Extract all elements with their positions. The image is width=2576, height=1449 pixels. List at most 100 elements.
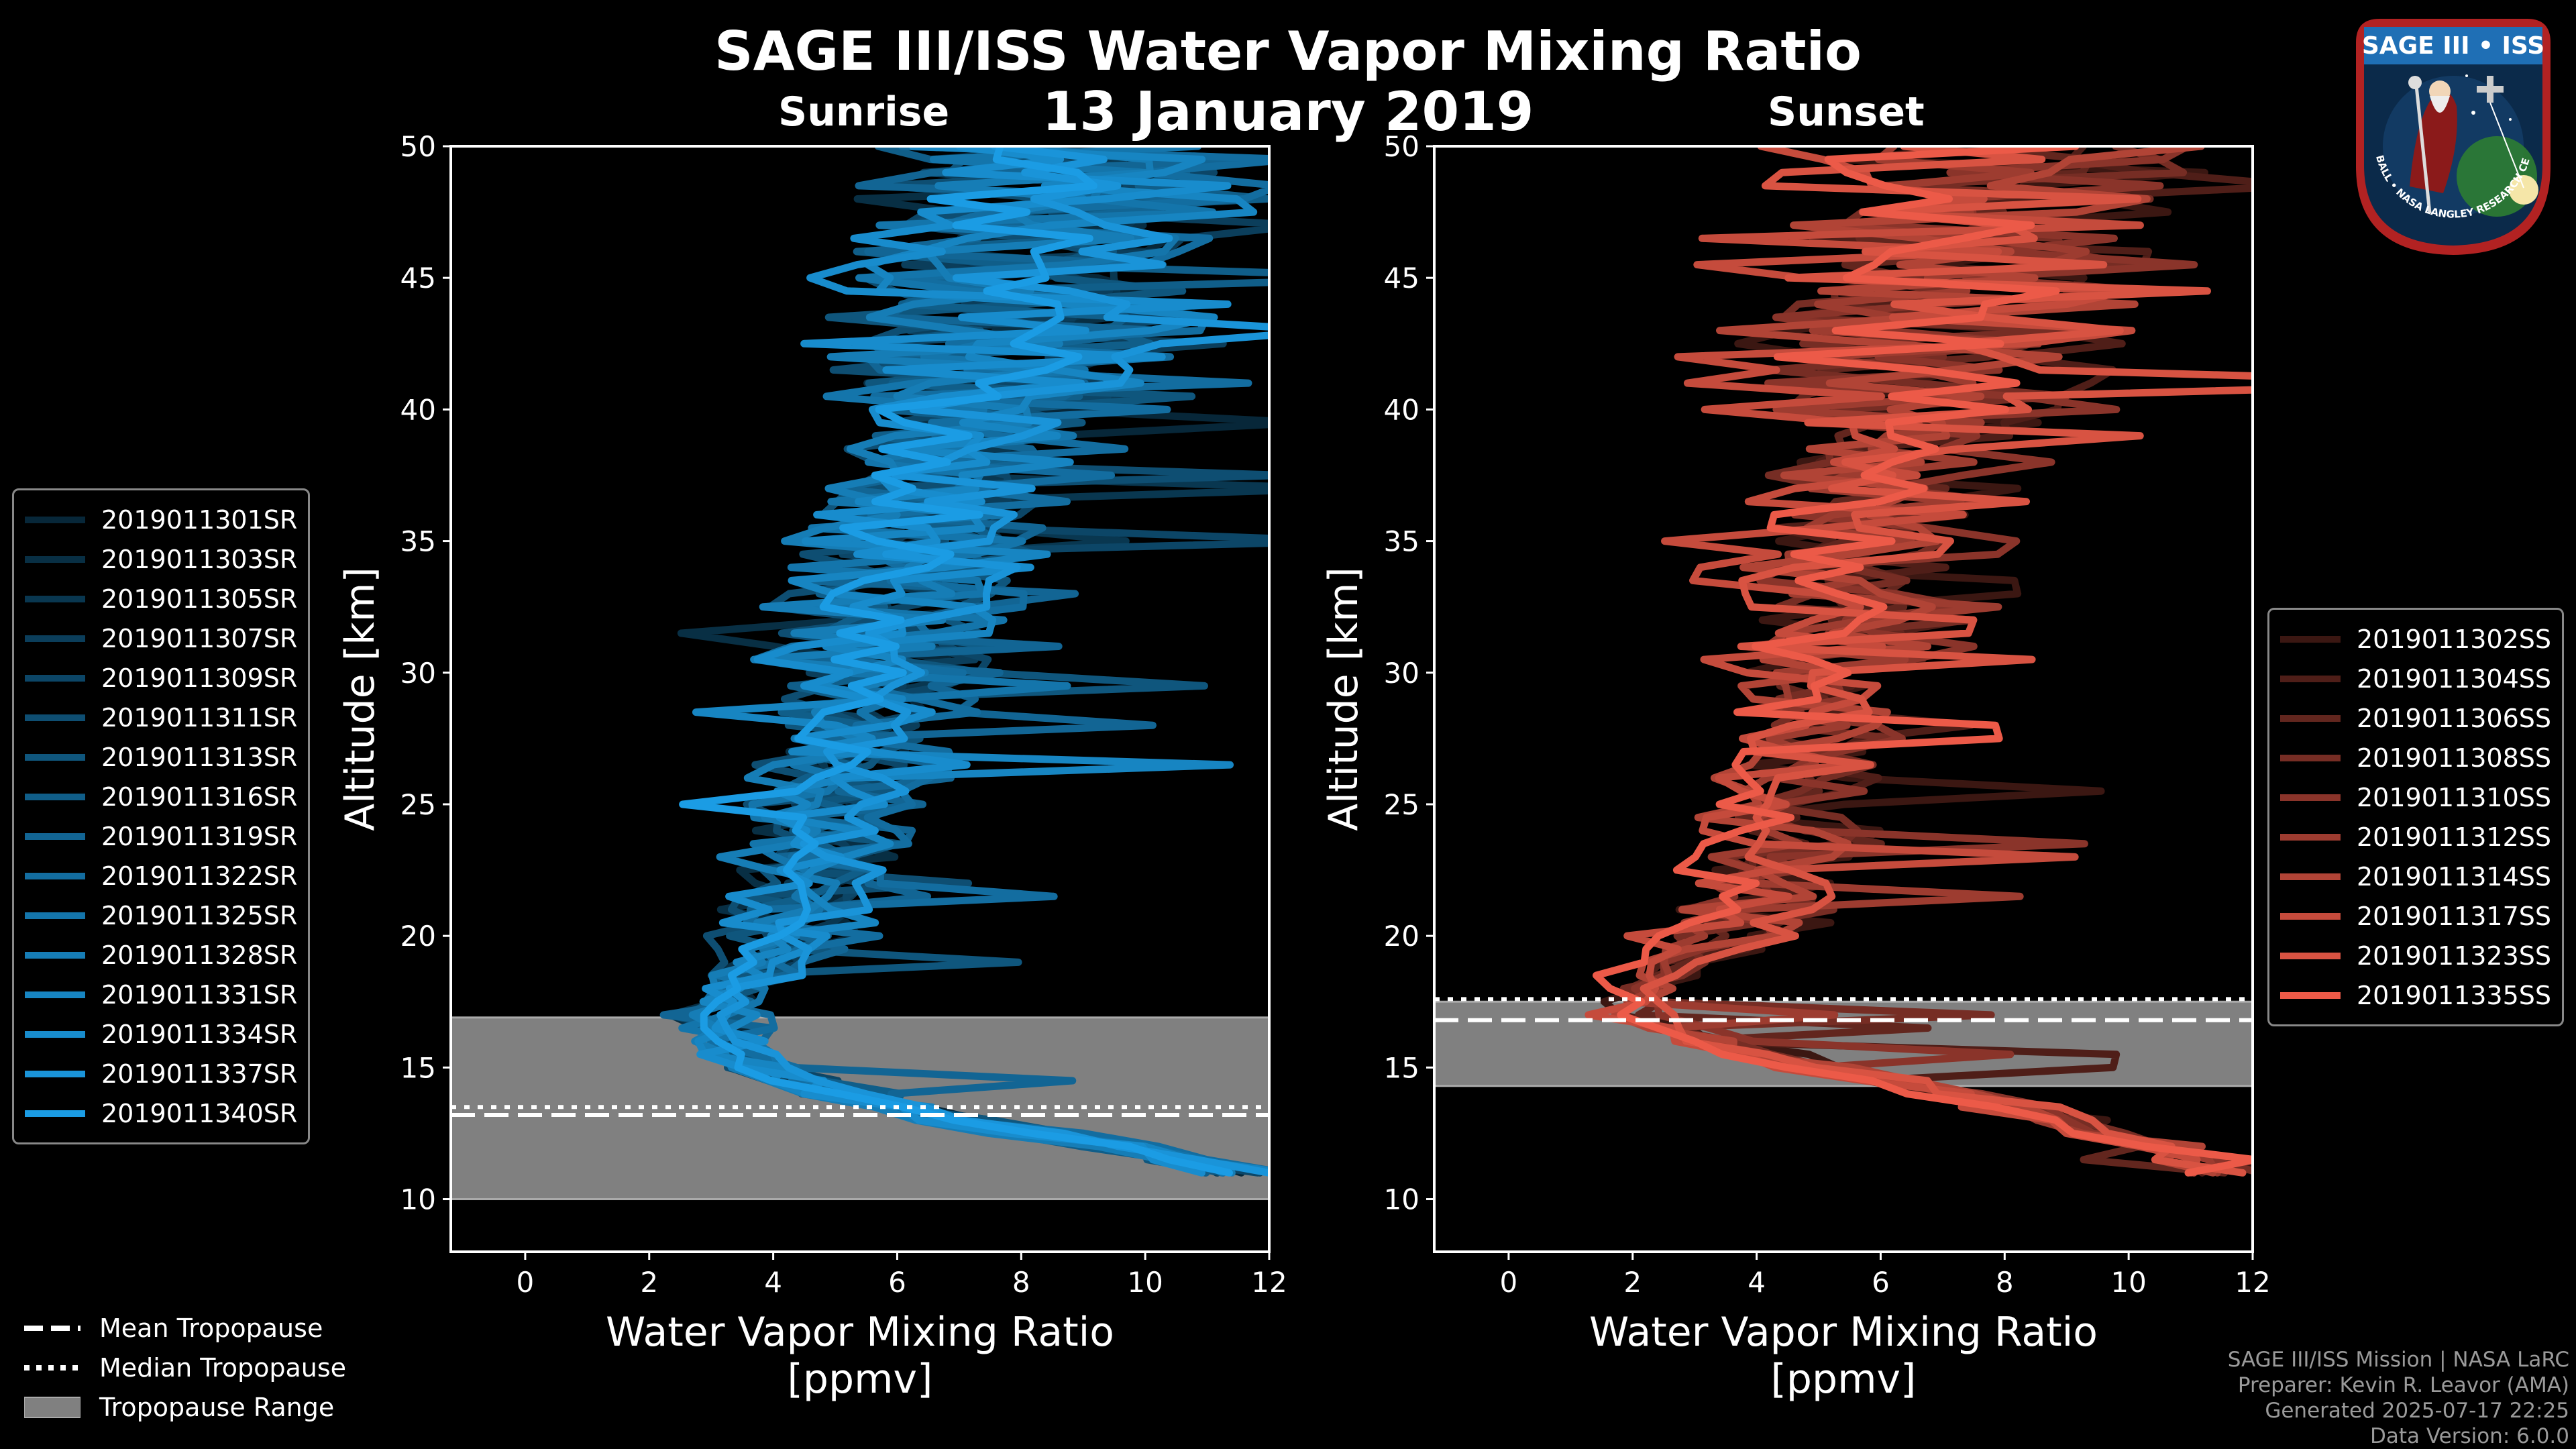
sunset-legend: 2019011302SS 2019011304SS 2019011306SS 2019… [2267,608,2565,1026]
legend-swatch [25,912,85,919]
x-tick-label: 0 [517,1266,535,1299]
x-tick-label: 12 [2235,1266,2270,1299]
legend-item: 2019011340SR [25,1093,297,1133]
legend-label: 2019011317SS [2357,901,2552,931]
legend-item: 2019011334SR [25,1014,297,1054]
legend-label: 2019011314SS [2357,861,2552,892]
y-tick-label: 45 [1384,262,1419,294]
x-tick-label: 2 [640,1266,658,1299]
legend-swatch [25,833,85,840]
legend-item: 2019011316SR [25,777,297,816]
legend-item: 2019011305SR [25,579,297,619]
legend-label: Median Tropopause [99,1352,346,1383]
legend-label: 2019011307SR [101,623,298,653]
legend-swatch [2280,635,2341,643]
legend-label: 2019011309SR [101,663,298,693]
axes-frame [449,145,1271,1253]
y-tick-label: 15 [400,1051,436,1084]
x-axis-unit: [ppmv] [788,1356,933,1403]
legend-swatch [2280,754,2341,761]
legend-label: 2019011308SS [2357,743,2552,773]
legend-item: 2019011308SS [2280,738,2551,777]
legend-item: 2019011309SR [25,658,297,698]
legend-item: 2019011337SR [25,1054,297,1093]
legend-item: 2019011325SR [25,896,297,935]
legend-label: 2019011319SR [101,821,298,851]
legend-swatch [2280,991,2341,999]
x-axis-label: Water Vapor Mixing Ratio [1589,1309,2098,1356]
legend-swatch [25,991,85,998]
legend-median-tropopause: Median Tropopause [24,1348,346,1387]
credit-line: Preparer: Kevin R. Leavor (AMA) [2237,1373,2569,1397]
legend-label: 2019011305SR [101,584,298,614]
x-tick-label: 4 [764,1266,782,1299]
legend-label: 2019011304SS [2357,663,2552,694]
y-tick-label: 50 [400,130,436,163]
legend-label: Mean Tropopause [99,1313,323,1343]
y-tick-label: 40 [400,393,436,426]
y-axis-label: Altitude [km] [1320,567,1367,831]
plot-area [451,146,1269,1201]
x-tick-label: 6 [1872,1266,1890,1299]
tropopause-legend: Mean Tropopause Median Tropopause Tropop… [24,1308,346,1427]
chart-title: SAGE III/ISS Water Vapor Mixing Ratio [714,20,1862,83]
legend-label: 2019011311SR [101,702,298,733]
legend-label: 2019011331SR [101,979,298,1010]
legend-item: 2019011301SR [25,500,297,539]
legend-label: 2019011325SR [101,900,298,930]
x-tick-label: 2 [1623,1266,1642,1299]
logo-name: SAGE III • ISS [2362,32,2544,60]
legend-swatch [2280,952,2341,959]
sunset-subtitle: Sunset [1768,89,1925,136]
legend-swatch [2280,833,2341,841]
sunrise-subtitle: Sunrise [778,89,950,136]
legend-label: 2019011313SR [101,742,298,772]
x-tick-label: 12 [1251,1266,1287,1299]
x-axis-unit: [ppmv] [1771,1356,1917,1403]
chart-date: 13 January 2019 [1042,80,1534,143]
x-tick-label: 8 [1996,1266,2014,1299]
legend-swatch [25,753,85,761]
x-tick-label: 4 [1748,1266,1766,1299]
legend-swatch [25,635,85,642]
legend-item: 2019011319SR [25,816,297,856]
profile-line [716,146,1269,1177]
profile-line [1640,146,2253,1177]
profile-line [696,146,1232,1177]
legend-item: 2019011314SS [2280,857,2551,896]
legend-swatch [25,595,85,602]
x-axis-label: Water Vapor Mixing Ratio [606,1309,1114,1356]
legend-swatch [25,714,85,721]
legend-label: 2019011335SS [2357,980,2552,1010]
legend-label: Tropopause Range [99,1392,335,1422]
plot-area [1434,146,2253,1177]
legend-swatch [25,1110,85,1117]
y-tick-label: 20 [1384,920,1419,953]
y-tick-label: 15 [1384,1051,1419,1084]
legend-item: 2019011313SR [25,737,297,777]
legend-label: 2019011322SR [101,861,298,891]
x-tick-label: 10 [1127,1266,1163,1299]
sage-mission-logo: SAGE III • ISS BALL • NASA LANGLEY RESEA… [2343,12,2551,255]
legend-item: 2019011303SR [25,539,297,579]
legend-mean-tropopause: Mean Tropopause [24,1308,346,1348]
legend-label: 2019011310SS [2357,782,2552,812]
legend-tropopause-range: Tropopause Range [24,1387,346,1427]
legend-label: 2019011303SR [101,544,298,574]
legend-item: 2019011317SS [2280,896,2551,936]
legend-item: 2019011323SS [2280,936,2551,975]
legend-swatch [25,872,85,879]
legend-label: 2019011306SS [2357,703,2552,733]
profile-line [1593,146,2253,1177]
credit-line: Data Version: 6.0.0 [2369,1424,2569,1448]
legend-item: 2019011304SS [2280,659,2551,698]
profile-line [1585,146,2201,1177]
legend-item: 2019011322SR [25,856,297,896]
legend-label: 2019011323SS [2357,941,2552,971]
legend-item: 2019011312SS [2280,817,2551,857]
legend-swatch [25,1030,85,1038]
x-tick-label: 0 [1500,1266,1518,1299]
legend-swatch [2280,873,2341,880]
legend-label: 2019011302SS [2357,624,2552,654]
y-tick-label: 30 [400,657,436,690]
